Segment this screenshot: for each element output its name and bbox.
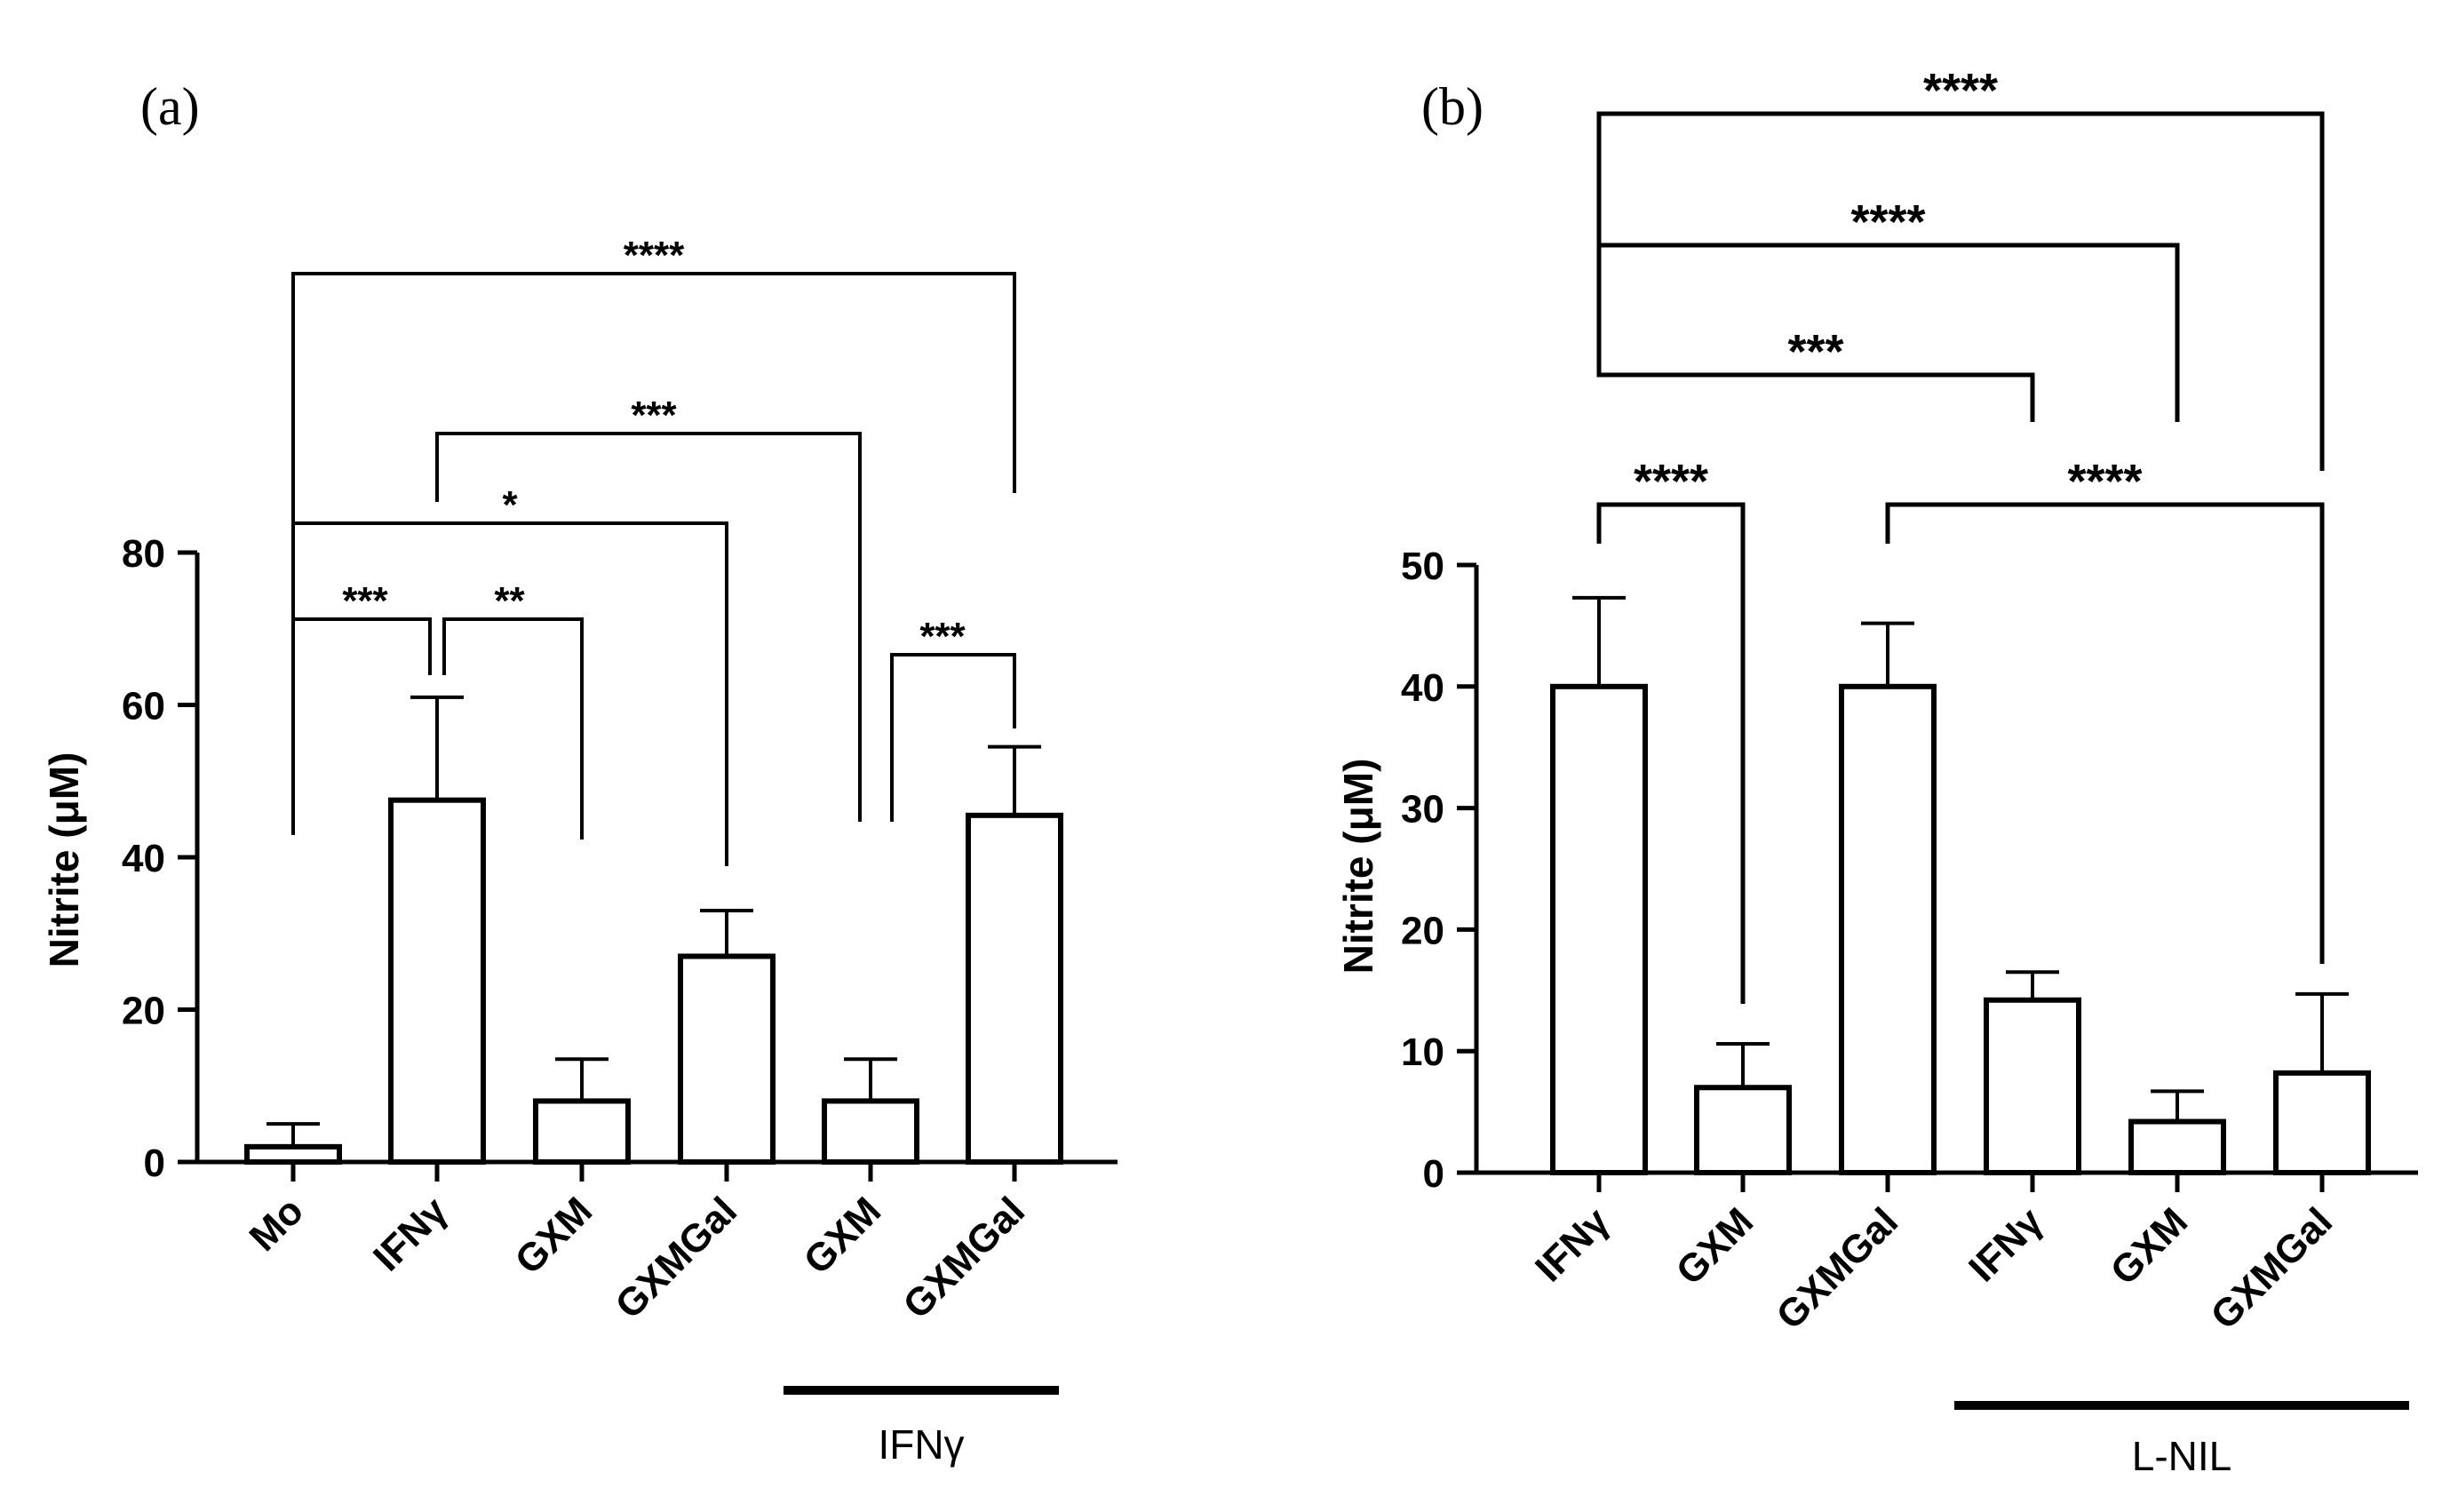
significance-bracket <box>1596 338 2035 422</box>
bar <box>388 797 486 1165</box>
panel-b-y-axis-title: Nitrite (μM) <box>1335 759 1381 975</box>
y-tick-label: 60 <box>122 685 165 728</box>
x-tick-label: GXM <box>2103 1199 2197 1293</box>
bar <box>2273 1070 2371 1175</box>
significance-label: ** <box>494 579 525 623</box>
bar <box>244 1143 342 1165</box>
x-tick-label: GXMGal <box>2202 1199 2341 1338</box>
significance-label: **** <box>1634 455 1708 508</box>
x-tick-label: GXMGal <box>895 1189 1033 1327</box>
significance-label: **** <box>624 234 685 277</box>
bar <box>966 812 1063 1166</box>
y-tick-label: 0 <box>144 1142 165 1185</box>
bar <box>1984 997 2081 1176</box>
y-tick-label: 10 <box>1401 1031 1444 1074</box>
panel-b-significance-brackets: **** *************** <box>1596 64 2325 1004</box>
significance-bracket <box>890 653 1016 822</box>
significance-label: *** <box>919 615 966 658</box>
significance-bracket <box>291 521 728 866</box>
y-tick-label: 50 <box>1401 545 1444 588</box>
bar <box>533 1098 631 1166</box>
significance-label: *** <box>631 394 677 437</box>
significance-label: *** <box>1787 325 1843 378</box>
panel-a-label: (a) <box>140 77 200 136</box>
panel-a-y-axis-title: Nitrite (μM) <box>41 752 87 968</box>
bar <box>1839 683 1937 1175</box>
significance-label: *** <box>342 579 388 623</box>
y-tick-label: 20 <box>1401 909 1444 952</box>
significance-bracket <box>1596 111 2325 471</box>
bar <box>822 1098 919 1166</box>
y-tick-label: 0 <box>1423 1152 1444 1196</box>
panel-a-group: IFNγ <box>784 1386 1059 1468</box>
significance-bracket <box>1596 243 2180 422</box>
x-tick-label: GXM <box>507 1189 601 1283</box>
x-tick-label: GXM <box>796 1189 890 1283</box>
y-tick-label: 20 <box>122 990 165 1033</box>
significance-label: **** <box>2067 455 2142 508</box>
x-tick-label: Mo <box>241 1189 312 1260</box>
bar <box>2128 1118 2226 1175</box>
panel-b-group: L-NIL <box>1954 1401 2409 1479</box>
significance-bracket <box>442 617 584 840</box>
panel-a-bars <box>244 695 1063 1166</box>
y-tick-label: 40 <box>1401 666 1444 710</box>
significance-bracket <box>1885 502 2325 964</box>
bar <box>1694 1085 1792 1175</box>
significance-bracket <box>291 272 1016 835</box>
x-tick-label: IFNγ <box>1961 1199 2051 1290</box>
bar <box>678 953 776 1165</box>
significance-bracket <box>435 432 862 822</box>
panel-a-significance-brackets: *** ************* <box>291 234 1016 866</box>
x-tick-label: GXMGal <box>1768 1199 1906 1338</box>
x-tick-label: GXM <box>1668 1199 1762 1293</box>
panel-a-group-label: IFNγ <box>878 1421 964 1468</box>
significance-label: * <box>502 483 518 527</box>
significance-bracket <box>1596 502 1746 1004</box>
significance-label: **** <box>1923 64 1998 117</box>
y-tick-label: 80 <box>122 532 165 576</box>
x-tick-label: IFNγ <box>1527 1199 1618 1290</box>
y-tick-label: 40 <box>122 837 165 880</box>
significance-label: **** <box>1850 195 1925 249</box>
panel-b-bars <box>1550 595 2371 1176</box>
panel-b-label: (b) <box>1421 77 1484 136</box>
panel-b-group-label: L-NIL <box>2132 1433 2231 1479</box>
bar <box>1550 683 1648 1175</box>
x-tick-label: GXMGal <box>607 1189 745 1327</box>
x-tick-label: IFNγ <box>365 1189 456 1279</box>
y-tick-label: 30 <box>1401 788 1444 832</box>
